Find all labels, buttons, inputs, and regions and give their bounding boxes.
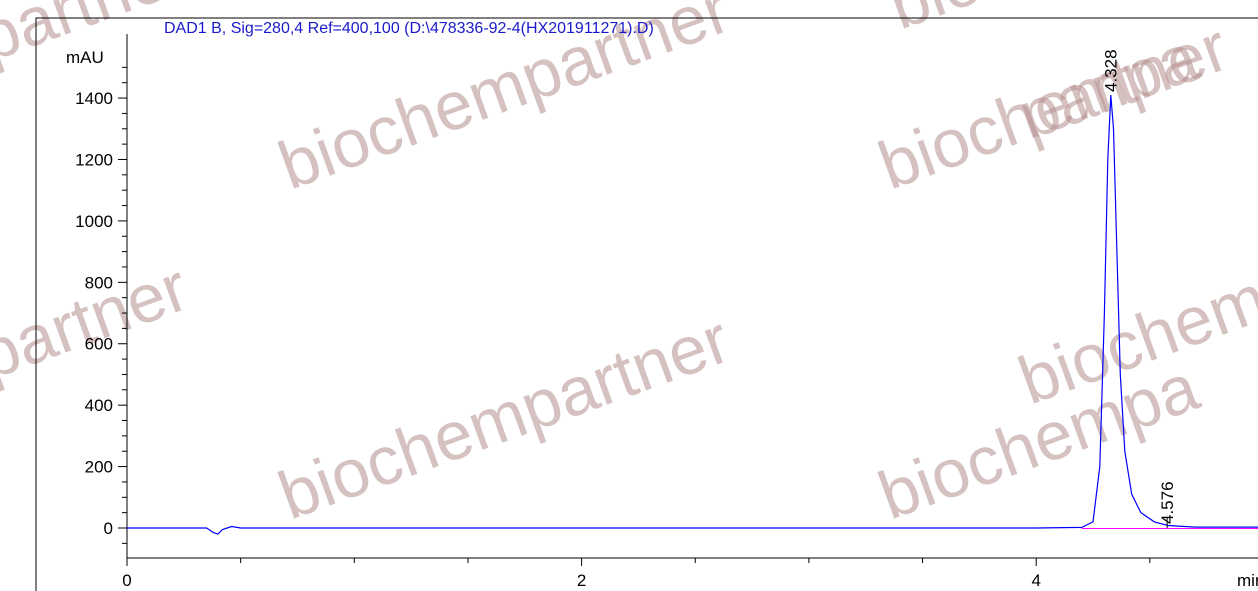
watermark-text: partner xyxy=(0,249,198,394)
y-tick-label: 800 xyxy=(85,273,113,292)
y-tick-label: 0 xyxy=(104,519,113,538)
x-tick-label: 0 xyxy=(122,571,131,590)
y-tick-label: 1200 xyxy=(75,150,113,169)
x-axis-label: min xyxy=(1237,571,1258,590)
x-tick-label: 2 xyxy=(577,571,586,590)
y-tick-label: 1000 xyxy=(75,212,113,231)
y-tick-label: 600 xyxy=(85,335,113,354)
y-tick-label: 1400 xyxy=(75,89,113,108)
peak-label: 4.576 xyxy=(1158,481,1177,524)
peak-label: 4.328 xyxy=(1102,49,1121,92)
y-tick-label: 400 xyxy=(85,396,113,415)
signal-trace-line xyxy=(127,94,1258,535)
y-axis-label: mAU xyxy=(66,48,104,67)
x-tick-group: 02468 xyxy=(122,558,1151,590)
watermark-text: biochempartner xyxy=(269,301,739,534)
plot-frame xyxy=(35,17,1258,591)
signal-title: DAD1 B, Sig=280,4 Ref=400,100 (D:\478336… xyxy=(164,20,654,37)
x-tick-label: 4 xyxy=(1031,571,1040,590)
watermark-text: partner xyxy=(1009,9,1237,154)
y-tick-label: 200 xyxy=(85,458,113,477)
y-tick-group: 0 200 400 600 800 1000 1200 1400 xyxy=(75,66,127,544)
